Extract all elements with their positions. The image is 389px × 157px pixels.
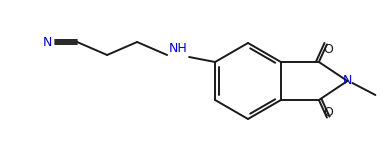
- Text: NH: NH: [168, 42, 187, 55]
- Text: N: N: [343, 75, 352, 87]
- Text: O: O: [323, 43, 333, 56]
- Text: N: N: [43, 35, 52, 49]
- Text: O: O: [323, 106, 333, 119]
